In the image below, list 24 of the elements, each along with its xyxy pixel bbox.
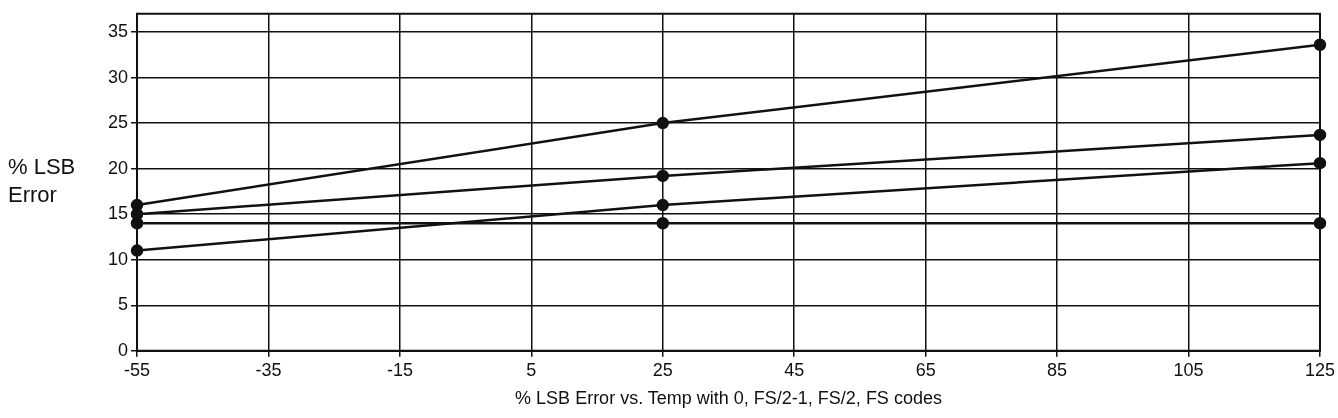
y-tick-label: 5 (118, 294, 129, 315)
x-tick-label: 85 (1047, 359, 1068, 380)
x-tick-label: -55 (124, 359, 151, 380)
x-tick-label: 5 (526, 359, 537, 380)
y-tick-label: 35 (107, 20, 129, 41)
y-tick-label: 0 (118, 339, 129, 360)
y-tick-label: 15 (107, 203, 129, 224)
y-tick-label: 25 (107, 112, 129, 133)
x-tick-label: 65 (915, 359, 936, 380)
x-tick-label: 125 (1304, 359, 1336, 380)
point (656, 116, 670, 130)
x-tick-label: -35 (255, 359, 282, 380)
point (656, 217, 670, 230)
x-tick-label: 25 (652, 359, 673, 380)
x-tick-label: 105 (1173, 359, 1204, 380)
y-axis-title: % LSB Error (8, 154, 76, 208)
y-tick-label: 20 (107, 157, 129, 178)
x-tick-label: 45 (784, 359, 805, 380)
x-axis-title: % LSB Error vs. Temp with 0, FS/2-1, FS/2, FS codes (515, 388, 942, 409)
y-tick-label: 10 (107, 248, 129, 269)
point (656, 198, 670, 212)
x-tick-label: -15 (386, 359, 413, 380)
point (656, 169, 670, 183)
y-tick-label: 30 (107, 66, 129, 87)
